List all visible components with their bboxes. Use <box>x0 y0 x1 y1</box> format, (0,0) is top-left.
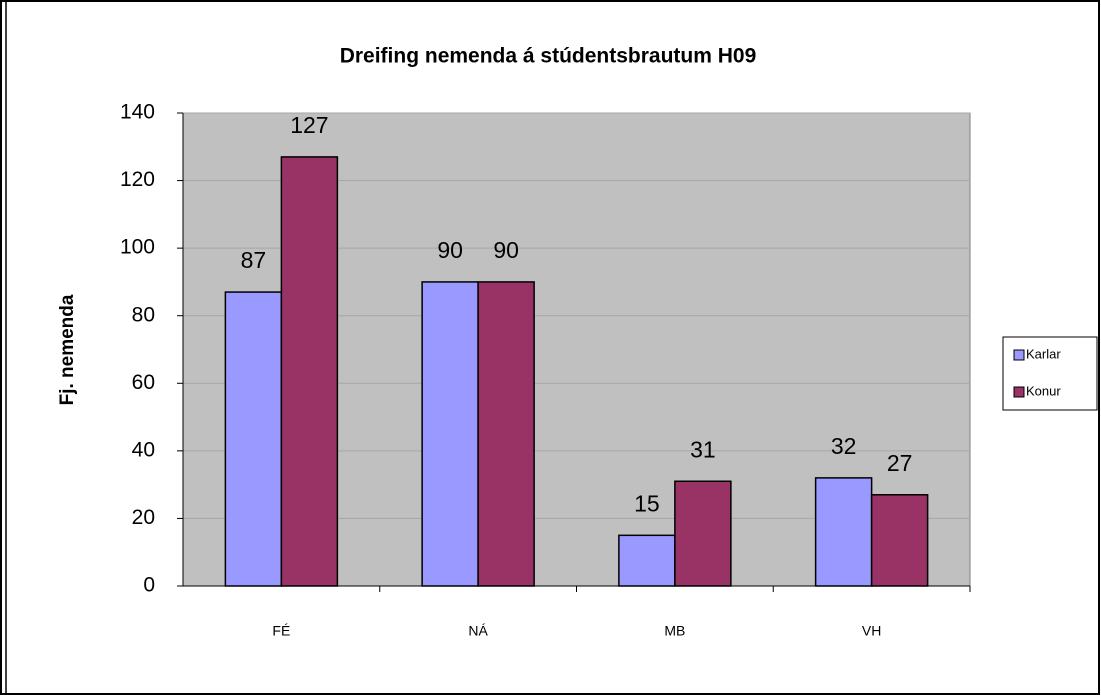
data-label: 90 <box>437 237 463 263</box>
x-tick-label: NÁ <box>468 623 488 639</box>
chart-title: Dreifing nemenda á stúdentsbrautum H09 <box>340 45 757 68</box>
bar <box>674 480 732 587</box>
bar <box>477 281 535 587</box>
y-tick-label: 0 <box>143 574 155 597</box>
data-label: 27 <box>887 450 913 476</box>
bar <box>870 494 929 587</box>
data-label: 127 <box>290 112 328 138</box>
y-tick-label: 100 <box>120 236 155 259</box>
y-tick-label: 60 <box>132 371 155 394</box>
x-tick-label: MB <box>664 623 685 639</box>
legend-swatch <box>1013 349 1025 361</box>
legend-box <box>1002 336 1098 411</box>
bar <box>224 291 283 587</box>
x-tick-label: VH <box>862 623 881 639</box>
y-tick-label: 120 <box>120 168 155 191</box>
bar <box>814 477 873 587</box>
data-label: 90 <box>493 237 519 263</box>
data-label: 32 <box>831 433 857 459</box>
y-axis-label: Fj. nemenda <box>57 294 78 405</box>
bar <box>618 534 676 587</box>
data-label: 87 <box>241 247 267 273</box>
x-tick-label: FÉ <box>272 623 290 639</box>
y-tick-label: 40 <box>132 438 155 461</box>
legend-label: Karlar <box>1026 346 1061 361</box>
legend-swatch <box>1013 386 1025 398</box>
y-tick-label: 140 <box>120 101 155 124</box>
bar <box>421 281 479 587</box>
data-label: 31 <box>690 436 716 462</box>
legend-label: Konur <box>1026 383 1061 398</box>
y-tick-label: 80 <box>132 303 155 326</box>
bar <box>280 156 339 587</box>
data-label: 15 <box>634 490 660 516</box>
y-tick-label: 20 <box>132 506 155 529</box>
